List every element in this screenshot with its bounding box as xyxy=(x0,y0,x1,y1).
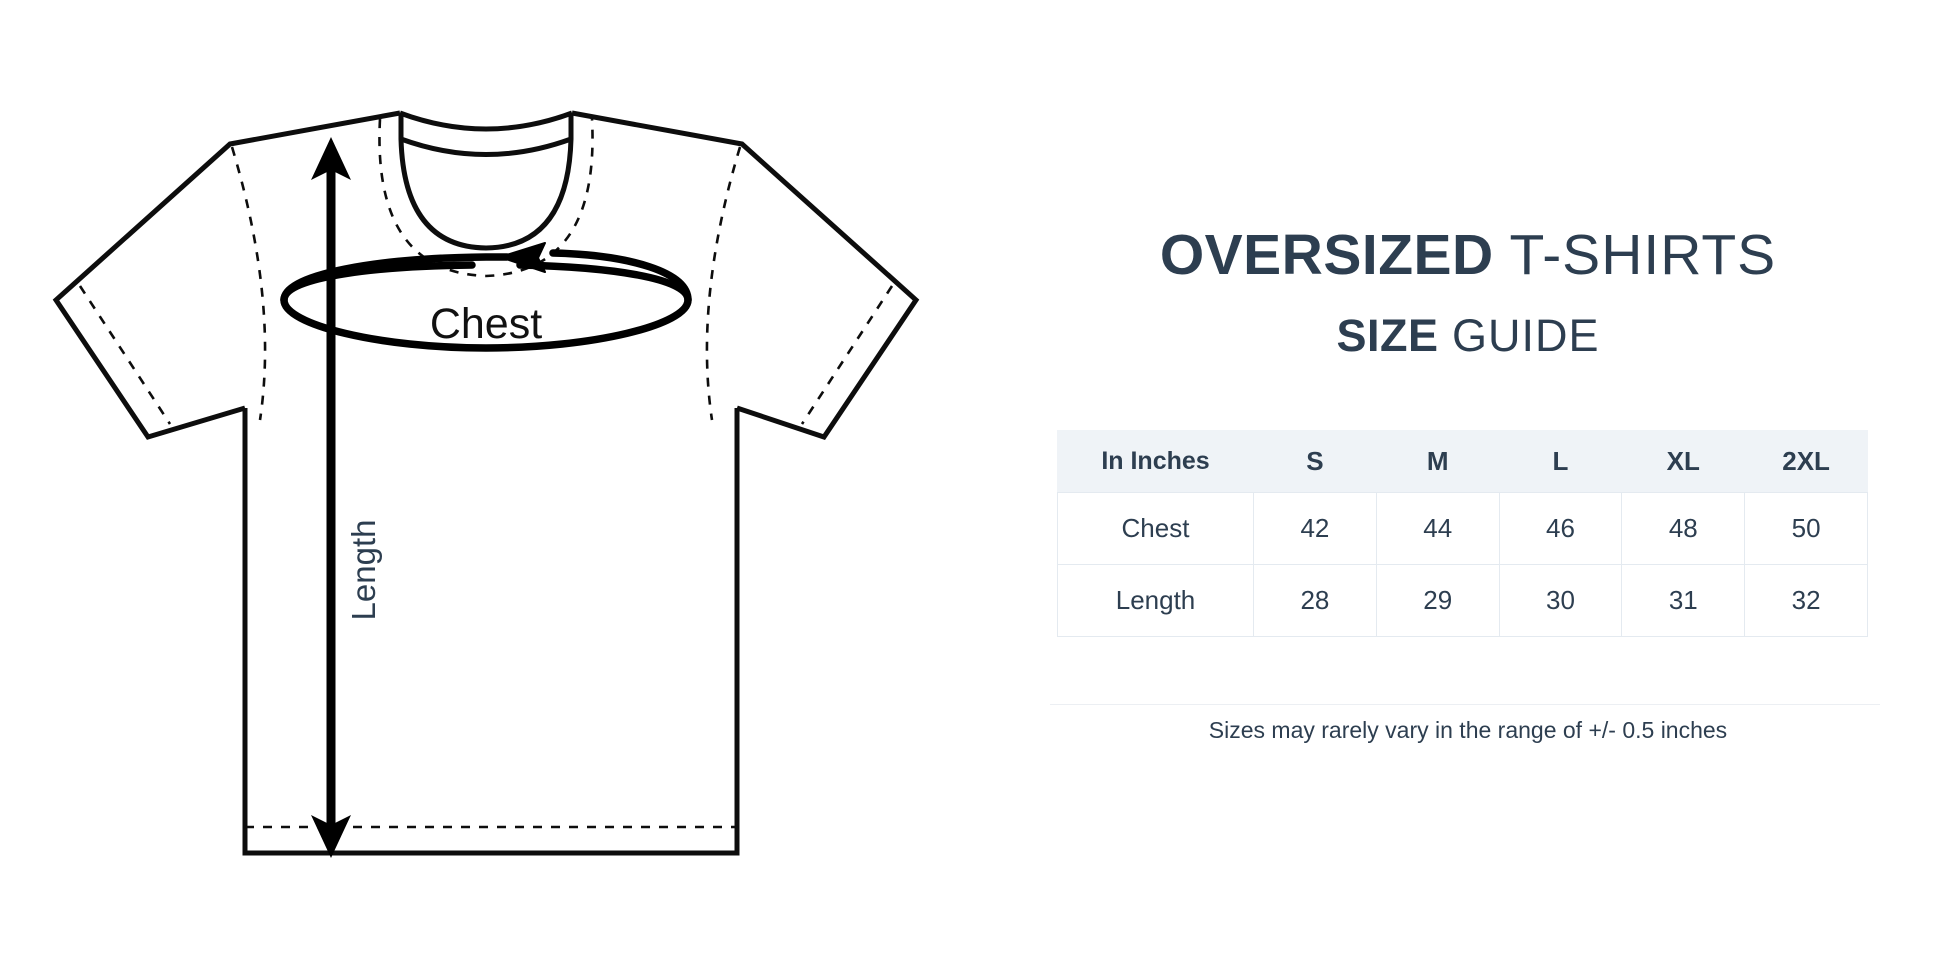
chest-l: 46 xyxy=(1498,492,1623,565)
tshirt-collar xyxy=(398,110,574,251)
tshirt-stitch-lines xyxy=(78,118,894,829)
col-header-2xl: 2XL xyxy=(1744,430,1868,493)
size-variance-note: Sizes may rarely vary in the range of +/… xyxy=(1208,717,1728,743)
row-label-chest: Chest xyxy=(1057,492,1254,565)
col-header-l: L xyxy=(1498,430,1623,493)
tshirt-illustration: Chest Length xyxy=(0,0,960,973)
row-label-length: Length xyxy=(1057,564,1254,637)
chest-2xl: 50 xyxy=(1744,492,1868,565)
length-s: 28 xyxy=(1253,564,1377,637)
chest-s: 42 xyxy=(1253,492,1377,565)
col-header-xl: XL xyxy=(1621,430,1746,493)
length-m: 29 xyxy=(1375,564,1500,637)
chest-measure-arc-top xyxy=(280,253,511,304)
chest-measure-arc-top-right xyxy=(549,249,692,304)
size-table-wrapper: In Inches S M L XL 2XL Chest 42 44 46 48 xyxy=(1057,430,1868,637)
title-guide: GUIDE xyxy=(1438,310,1600,361)
note-separator xyxy=(1050,704,1880,705)
length-xl: 31 xyxy=(1621,564,1746,637)
page-title-secondary: SIZE GUIDE xyxy=(990,310,1946,362)
title-tshirts: T-SHIRTS xyxy=(1493,223,1777,287)
table-row: Chest 42 44 46 48 50 xyxy=(1057,492,1868,565)
size-table: In Inches S M L XL 2XL Chest 42 44 46 48 xyxy=(1057,430,1868,637)
size-guide-panel: OVERSIZED T-SHIRTS SIZE GUIDE In Inches … xyxy=(990,0,1946,973)
col-header-m: M xyxy=(1375,430,1500,493)
chest-m: 44 xyxy=(1375,492,1500,565)
length-label: Length xyxy=(345,520,382,621)
tshirt-outline xyxy=(52,110,920,856)
length-2xl: 32 xyxy=(1744,564,1868,637)
table-row: Length 28 29 30 31 32 xyxy=(1057,564,1868,637)
title-block: OVERSIZED T-SHIRTS SIZE GUIDE xyxy=(990,222,1946,362)
col-header-s: S xyxy=(1253,430,1377,493)
chest-arrow-head xyxy=(499,242,546,273)
table-header-row: In Inches S M L XL 2XL xyxy=(1057,430,1868,493)
length-l: 30 xyxy=(1498,564,1623,637)
page-title-primary: OVERSIZED T-SHIRTS xyxy=(990,222,1946,288)
length-measure-arrow xyxy=(311,137,351,858)
chest-xl: 48 xyxy=(1621,492,1746,565)
chest-label: Chest xyxy=(430,300,542,348)
title-size: SIZE xyxy=(1336,310,1439,361)
col-header-in-inches: In Inches xyxy=(1057,430,1254,493)
title-oversized: OVERSIZED xyxy=(1159,223,1494,287)
